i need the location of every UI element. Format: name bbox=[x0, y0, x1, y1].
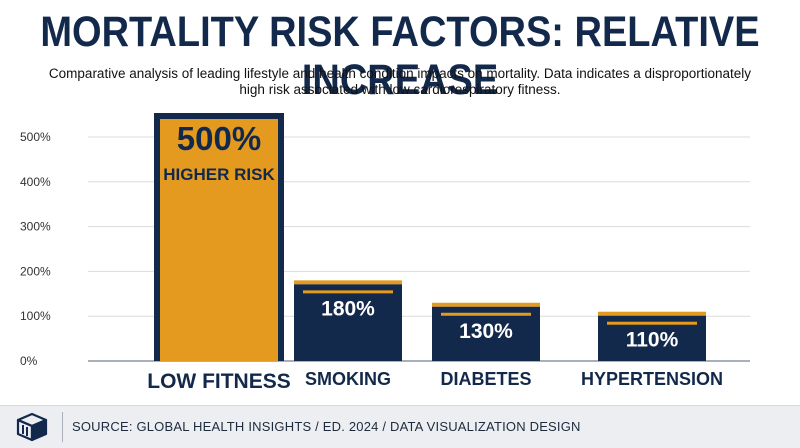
footer-divider bbox=[62, 412, 63, 442]
y-tick-label: 100% bbox=[20, 309, 51, 323]
bar-smoking bbox=[294, 284, 402, 361]
y-tick-label: 0% bbox=[20, 354, 38, 368]
value-label-diabetes: 130% bbox=[459, 320, 513, 343]
y-tick-label: 300% bbox=[20, 220, 51, 234]
y-tick-label: 500% bbox=[20, 130, 51, 144]
x-axis-categories: LOW FITNESS SMOKING DIABETES HYPERTENSION bbox=[147, 369, 723, 393]
subtitle-line-1: Comparative analysis of leading lifestyl… bbox=[48, 66, 752, 81]
value-label-low-fitness: 500% bbox=[177, 120, 261, 157]
category-label: HYPERTENSION bbox=[581, 369, 723, 389]
bars: 500% HIGHER RISK 180% 130% 110% bbox=[154, 113, 706, 361]
y-tick-label: 200% bbox=[20, 264, 51, 278]
y-axis-ticks: 0% 100% 200% 300% 400% 500% bbox=[20, 130, 51, 368]
bar-chart: 0% 100% 200% 300% 400% 500% 500% HIGHER RISK 18… bbox=[20, 113, 750, 393]
bar-diabetes bbox=[432, 306, 540, 361]
category-label: LOW FITNESS bbox=[147, 370, 291, 393]
bar-accent-line bbox=[441, 312, 531, 316]
bar-low-fitness bbox=[160, 119, 278, 361]
category-label: DIABETES bbox=[440, 369, 531, 389]
source-credit: SOURCE: GLOBAL HEALTH INSIGHTS / ED. 202… bbox=[72, 419, 581, 434]
bar-cap bbox=[294, 280, 402, 285]
y-tick-label: 400% bbox=[20, 175, 51, 189]
subtitle-line-2: high risk associated with low cardioresp… bbox=[239, 82, 561, 97]
bar-accent-line bbox=[607, 321, 697, 325]
category-label: SMOKING bbox=[305, 369, 391, 389]
bar-accent-line bbox=[303, 290, 393, 294]
value-label-hypertension: 110% bbox=[626, 329, 679, 352]
chart-subtitle: Comparative analysis of leading lifestyl… bbox=[20, 66, 780, 98]
footer: SOURCE: GLOBAL HEALTH INSIGHTS / ED. 202… bbox=[0, 405, 800, 448]
highlight-caption: HIGHER RISK bbox=[163, 165, 275, 184]
chart-title: MORTALITY RISK FACTORS: RELATIVE INCREAS… bbox=[40, 8, 760, 105]
bar-cap bbox=[432, 302, 540, 307]
value-label-smoking: 180% bbox=[321, 297, 375, 320]
bar-cap bbox=[598, 311, 706, 316]
box-logo-icon bbox=[16, 412, 48, 442]
